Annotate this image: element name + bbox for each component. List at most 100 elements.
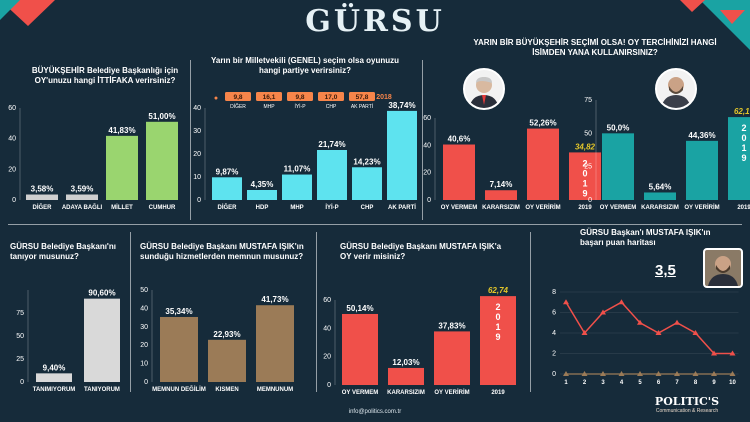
brand-tagline: Communication & Research [655, 408, 719, 414]
bar [66, 194, 98, 200]
y-tick-label: 0 [327, 382, 331, 389]
y-tick-label: 20 [8, 166, 16, 173]
score-point [618, 299, 625, 305]
data-label: 50,14% [346, 304, 373, 313]
y-tick-label: 0 [20, 379, 24, 386]
bar [388, 367, 424, 385]
x-tick-label: TANIYORUM [84, 387, 120, 393]
y-tick-label: 50 [140, 287, 148, 294]
data-label: 62,74 [488, 286, 509, 295]
data-label: 35,34% [165, 307, 192, 316]
x-tick-label: KARARSIZIM [387, 390, 425, 396]
legend-2018-year: 2018 [376, 94, 392, 101]
baseline-point [655, 371, 662, 376]
y-tick-label: 8 [552, 289, 556, 296]
score-line [565, 301, 733, 355]
x-tick-label: OY VERİRİM [525, 204, 560, 211]
bar [443, 144, 475, 200]
y-tick-label: 0 [427, 197, 431, 204]
data-label: 12,03% [392, 358, 419, 367]
y-tick-label: 20 [140, 342, 148, 349]
y-tick-label: 30 [140, 324, 148, 331]
score-value: 3,5 [655, 262, 676, 279]
score-point [729, 350, 736, 356]
bar [208, 339, 246, 382]
bar [36, 373, 72, 382]
data-label: 4,35% [251, 180, 274, 189]
baseline-point [637, 371, 643, 376]
x-tick-label: 4 [620, 380, 624, 386]
y-tick-label: 25 [584, 164, 592, 171]
y-tick-label: 50 [16, 333, 24, 340]
y-tick-label: 10 [140, 361, 148, 368]
bar [485, 190, 517, 200]
bar [256, 305, 294, 382]
x-tick-label: CUMHUR [149, 205, 176, 211]
data-label: 51,00% [148, 112, 175, 121]
data-label: 11,07% [284, 165, 311, 174]
bar [342, 313, 378, 385]
x-tick-label: OY VERMEM [600, 205, 637, 211]
x-tick-label: 9 [712, 380, 716, 386]
y-tick-label: 75 [584, 97, 592, 104]
legend-2018-value: 16,1 [263, 94, 276, 101]
x-tick-label: KISMEN [215, 387, 238, 393]
baseline-point [563, 371, 569, 376]
baseline-point [581, 371, 588, 376]
x-tick-label: OY VERMEM [342, 390, 379, 396]
bar [527, 128, 559, 200]
bar [686, 140, 718, 200]
y-tick-label: 40 [193, 105, 201, 112]
chart-question: Yarın bir Milletvekili (GENEL) seçim ols… [210, 56, 400, 75]
x-tick-label: HDP [256, 205, 269, 211]
vertical-year-label: 1 [741, 143, 746, 153]
x-tick-label: MHP [290, 205, 303, 211]
bar [387, 110, 417, 200]
y-tick-label: 75 [16, 310, 24, 317]
bar [26, 194, 58, 200]
y-tick-label: 0 [144, 379, 148, 386]
legend-2018-value: 9,8 [295, 94, 304, 101]
x-tick-label: AK PARTİ [388, 204, 416, 211]
baseline-point [711, 371, 717, 376]
y-tick-label: 40 [323, 325, 331, 332]
x-tick-label: DİĞER [217, 203, 237, 211]
bar [317, 149, 347, 200]
y-tick-label: 25 [16, 356, 24, 363]
data-label: 34,82 [575, 142, 596, 151]
y-tick-label: 0 [197, 197, 201, 204]
data-label: 7,14% [490, 180, 513, 189]
vertical-year-label: 0 [495, 312, 500, 322]
legend-2018-box [287, 92, 313, 101]
bar [247, 189, 277, 200]
vertical-year-label: 2 [582, 158, 587, 168]
score-point [600, 309, 606, 315]
data-label: 22,93% [213, 330, 240, 339]
candidate-photo-1 [463, 68, 505, 110]
bar [146, 121, 178, 200]
data-label: 37,83% [438, 321, 465, 330]
legend-2018-party: DİĞER [230, 103, 246, 110]
footer-email[interactable]: info@politics.com.tr [348, 409, 402, 415]
legend-2018-box [349, 92, 375, 101]
legend-2018-value: 9,8 [233, 94, 242, 101]
person-icon [708, 256, 738, 286]
y-tick-label: 40 [140, 305, 148, 312]
legend-2018-value: 57,8 [356, 94, 369, 101]
score-point [711, 350, 717, 356]
x-tick-label: MEMNUNUM [257, 387, 293, 393]
data-label: 3,58% [31, 185, 54, 194]
x-tick-label: DİĞER [32, 203, 52, 211]
y-tick-label: 40 [8, 136, 16, 143]
y-tick-label: 60 [323, 297, 331, 304]
data-label: 9,87% [216, 167, 239, 176]
x-tick-label: 2019 [491, 390, 505, 396]
mayor-photo [703, 248, 743, 288]
y-tick-label: 30 [193, 128, 201, 135]
data-label: 5,64% [649, 182, 672, 191]
x-tick-label: 6 [657, 380, 661, 386]
vertical-year-label: 2 [741, 123, 746, 133]
data-label: 41,73% [261, 295, 288, 304]
x-tick-label: 2019 [737, 205, 750, 211]
baseline-point [692, 371, 699, 376]
